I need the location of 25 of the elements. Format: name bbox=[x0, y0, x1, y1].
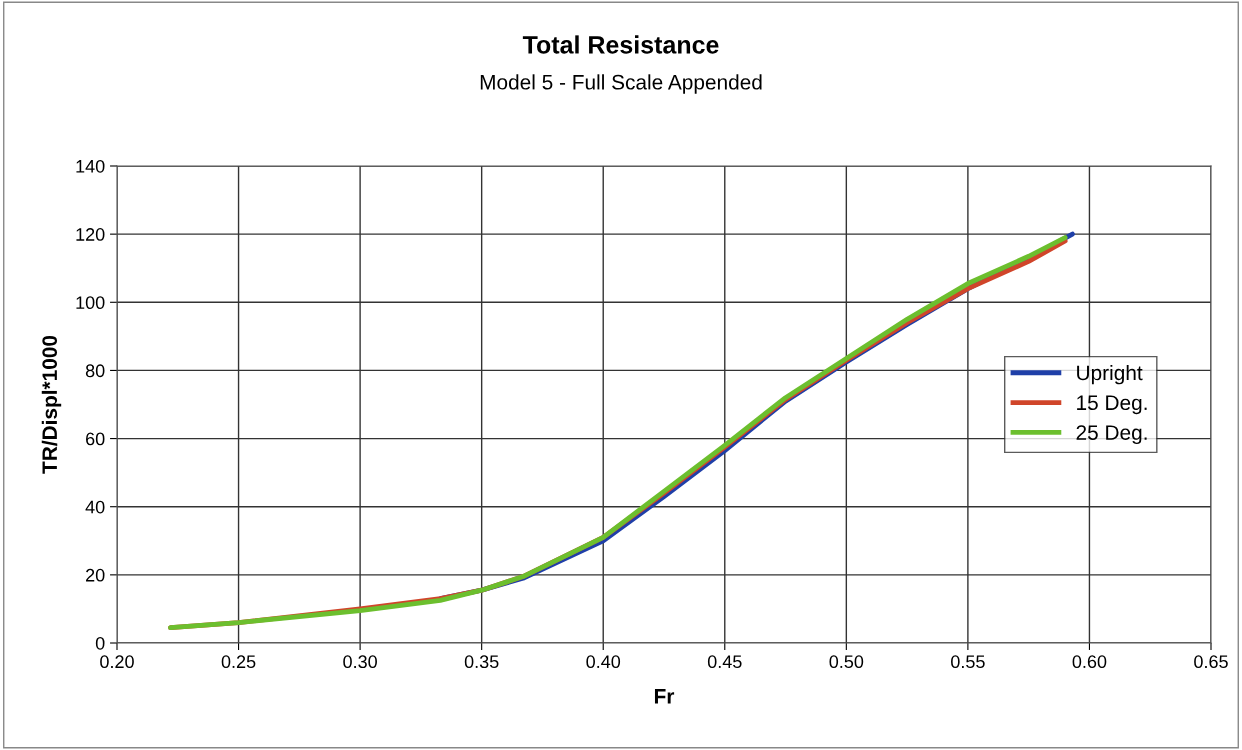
y-tick-label: 140 bbox=[76, 159, 105, 173]
x-tick-label: 0.35 bbox=[464, 655, 499, 669]
x-tick-label: 0.30 bbox=[343, 655, 377, 669]
x-tick-label: 0.40 bbox=[586, 655, 621, 669]
x-tick-label: 0.45 bbox=[707, 655, 742, 669]
y-tick-label: 80 bbox=[85, 364, 105, 378]
y-tick-label: 40 bbox=[85, 500, 105, 514]
y-tick-label: 0 bbox=[95, 636, 105, 650]
y-tick-label: 60 bbox=[86, 432, 105, 446]
x-tick-label: 0.55 bbox=[951, 655, 985, 669]
y-tick-label: 100 bbox=[76, 296, 105, 310]
x-tick-label: 0.50 bbox=[829, 655, 864, 669]
chart-subtitle: Model 5 - Full Scale Appended bbox=[480, 74, 762, 94]
y-tick-label: 20 bbox=[86, 568, 105, 582]
x-tick-label: 0.20 bbox=[100, 655, 134, 669]
legend-label: 25 Deg. bbox=[1076, 425, 1147, 445]
chart-title: Total Resistance bbox=[522, 35, 719, 54]
x-axis-title: Fr bbox=[654, 689, 675, 704]
legend-label: 15 Deg. bbox=[1077, 395, 1147, 415]
x-tick-label: 0.60 bbox=[1072, 655, 1107, 669]
x-tick-label: 0.25 bbox=[221, 655, 256, 669]
y-tick-label: 120 bbox=[76, 228, 105, 241]
x-tick-label: 0.65 bbox=[1194, 655, 1228, 669]
y-axis-title: TR/Displ*1000 bbox=[41, 335, 62, 474]
legend-label: Upright bbox=[1077, 364, 1143, 385]
